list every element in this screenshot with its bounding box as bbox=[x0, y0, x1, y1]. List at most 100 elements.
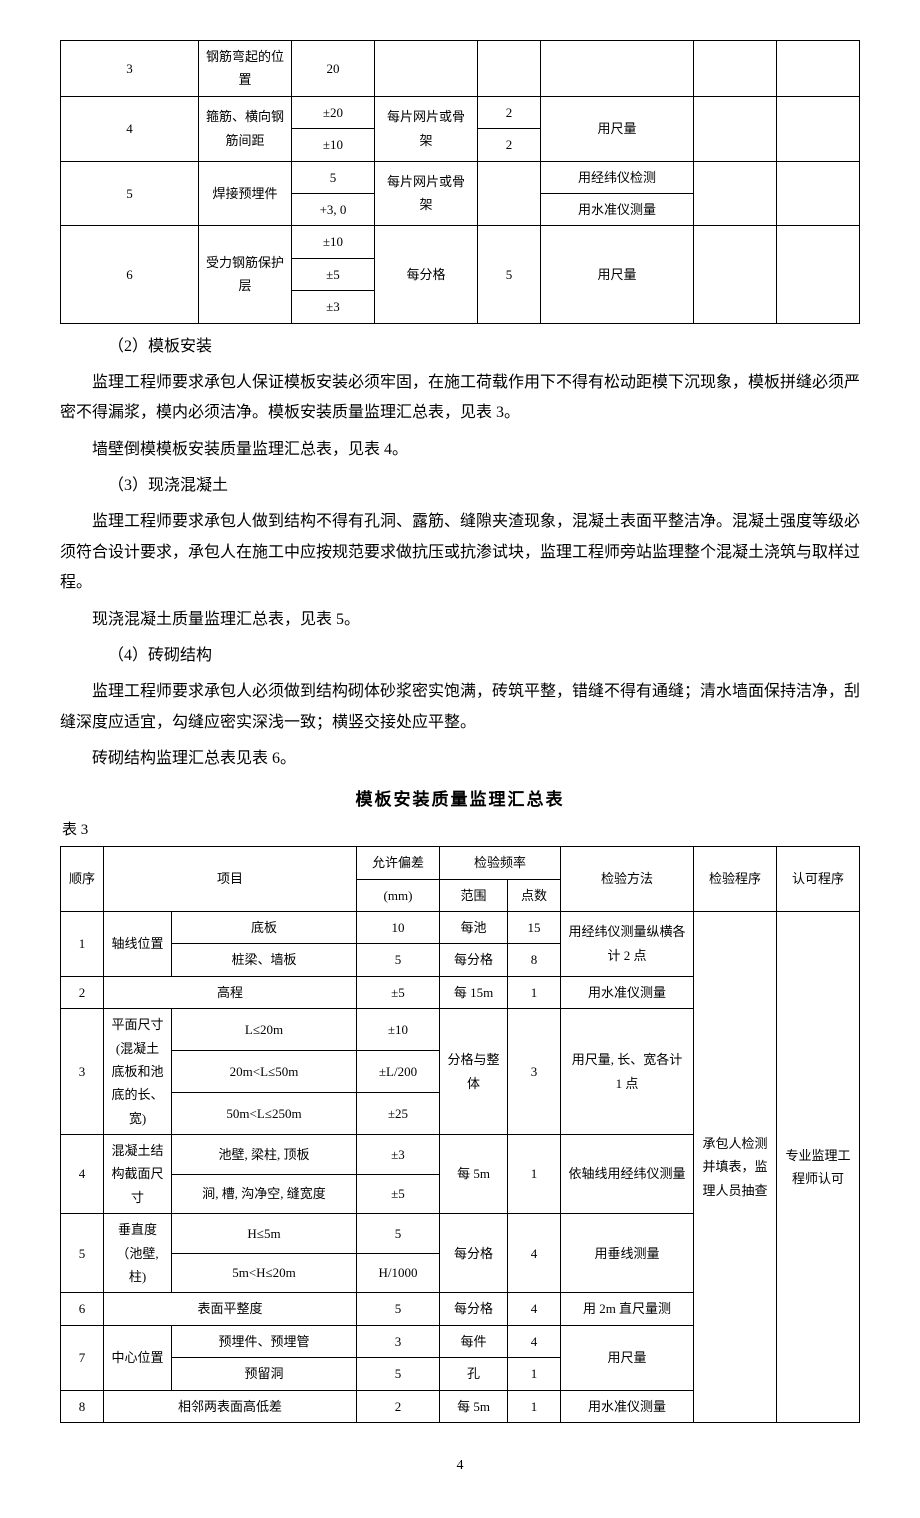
table-title: 模板安装质量监理汇总表 bbox=[60, 785, 860, 816]
item-group: 垂直度（池壁, 柱) bbox=[104, 1214, 172, 1293]
points bbox=[478, 41, 541, 97]
col-proc: 检验程序 bbox=[694, 847, 777, 912]
sub-item: 预留洞 bbox=[172, 1358, 357, 1390]
tolerance: ±25 bbox=[357, 1093, 440, 1135]
sub-item: 20m<L≤50m bbox=[172, 1051, 357, 1093]
tolerance: ±3 bbox=[357, 1135, 440, 1175]
table-row: 6 受力钢筋保护层 ±10 每分格 5 用尺量 bbox=[61, 226, 860, 258]
procedure bbox=[694, 161, 777, 226]
table-number-label: 表 3 bbox=[62, 817, 860, 844]
row-num: 4 bbox=[61, 1135, 104, 1214]
sub-item: 涧, 槽, 沟净空, 缝宽度 bbox=[172, 1174, 357, 1214]
sub-item: 底板 bbox=[172, 911, 357, 943]
method: 用 2m 直尺量测 bbox=[561, 1293, 694, 1325]
tolerance: +3, 0 bbox=[292, 193, 375, 225]
row-num: 6 bbox=[61, 1293, 104, 1325]
approve bbox=[777, 96, 860, 161]
col-freq: 检验频率 bbox=[440, 847, 561, 879]
tolerance: ±10 bbox=[292, 129, 375, 161]
row-num: 3 bbox=[61, 1009, 104, 1135]
points: 5 bbox=[478, 226, 541, 323]
col-seq: 顺序 bbox=[61, 847, 104, 912]
row-num: 4 bbox=[61, 96, 199, 161]
method: 用水准仪测量 bbox=[561, 1390, 694, 1422]
item-group: 中心位置 bbox=[104, 1325, 172, 1390]
method: 用尺量 bbox=[541, 226, 694, 323]
points bbox=[478, 161, 541, 226]
paragraph: 墙壁倒模模板安装质量监理汇总表，见表 4。 bbox=[60, 435, 860, 465]
row-num: 2 bbox=[61, 976, 104, 1008]
method: 用尺量 bbox=[561, 1325, 694, 1390]
row-num: 8 bbox=[61, 1390, 104, 1422]
item-group: 混凝土结构截面尺寸 bbox=[104, 1135, 172, 1214]
table-row: 5 焊接预埋件 5 每片网片或骨架 用经纬仪检测 bbox=[61, 161, 860, 193]
points: 2 bbox=[478, 129, 541, 161]
sub-item: 预埋件、预埋管 bbox=[172, 1325, 357, 1357]
scope: 每 15m bbox=[440, 976, 508, 1008]
row-num: 5 bbox=[61, 1214, 104, 1293]
sub-item: 50m<L≤250m bbox=[172, 1093, 357, 1135]
table-header-row: 顺序 项目 允许偏差 检验频率 检验方法 检验程序 认可程序 bbox=[61, 847, 860, 879]
col-pts: 点数 bbox=[508, 879, 561, 911]
paragraph: 监理工程师要求承包人做到结构不得有孔洞、露筋、缝隙夹渣现象，混凝土表面平整洁净。… bbox=[60, 507, 860, 598]
method: 用经纬仪检测 bbox=[541, 161, 694, 193]
method: 用水准仪测量 bbox=[541, 193, 694, 225]
scope: 每分格 bbox=[375, 226, 478, 323]
item-group: 轴线位置 bbox=[104, 911, 172, 976]
method: 依轴线用经纬仪测量 bbox=[561, 1135, 694, 1214]
item-label: 高程 bbox=[104, 976, 357, 1008]
paragraph: 监理工程师要求承包人必须做到结构砌体砂浆密实饱满，砖筑平整，错缝不得有通缝；清水… bbox=[60, 677, 860, 738]
tolerance: 20 bbox=[292, 41, 375, 97]
table-formwork-inspection: 顺序 项目 允许偏差 检验频率 检验方法 检验程序 认可程序 (mm) 范围 点… bbox=[60, 846, 860, 1423]
table-row: 4 箍筋、横向钢筋间距 ±20 每片网片或骨架 2 用尺量 bbox=[61, 96, 860, 128]
tolerance: 5 bbox=[357, 1293, 440, 1325]
approve bbox=[777, 41, 860, 97]
tolerance: 10 bbox=[357, 911, 440, 943]
tolerance: 3 bbox=[357, 1325, 440, 1357]
paragraph: 砖砌结构监理汇总表见表 6。 bbox=[60, 744, 860, 774]
col-tol: 允许偏差 bbox=[357, 847, 440, 879]
points: 4 bbox=[508, 1214, 561, 1293]
tolerance: ±3 bbox=[292, 291, 375, 323]
tolerance: 5 bbox=[357, 1214, 440, 1254]
scope: 每分格 bbox=[440, 944, 508, 976]
sub-item: 池壁, 梁柱, 顶板 bbox=[172, 1135, 357, 1175]
sub-item: H≤5m bbox=[172, 1214, 357, 1254]
tolerance: ±10 bbox=[292, 226, 375, 258]
item-label: 箍筋、横向钢筋间距 bbox=[199, 96, 292, 161]
row-num: 5 bbox=[61, 161, 199, 226]
points: 4 bbox=[508, 1293, 561, 1325]
scope: 每片网片或骨架 bbox=[375, 161, 478, 226]
tolerance: ±5 bbox=[357, 976, 440, 1008]
table-row: 3 钢筋弯起的位置 20 bbox=[61, 41, 860, 97]
points: 1 bbox=[508, 1358, 561, 1390]
points: 15 bbox=[508, 911, 561, 943]
points: 1 bbox=[508, 976, 561, 1008]
tolerance: 5 bbox=[292, 161, 375, 193]
approve-text: 专业监理工程师认可 bbox=[777, 911, 860, 1422]
item-group: 平面尺寸(混凝土底板和池底的长、宽) bbox=[104, 1009, 172, 1135]
procedure bbox=[694, 96, 777, 161]
scope bbox=[375, 41, 478, 97]
item-label: 钢筋弯起的位置 bbox=[199, 41, 292, 97]
points: 1 bbox=[508, 1390, 561, 1422]
method: 用尺量, 长、宽各计 1 点 bbox=[561, 1009, 694, 1135]
paragraph: 监理工程师要求承包人保证模板安装必须牢固，在施工荷载作用下不得有松动距模下沉现象… bbox=[60, 368, 860, 429]
table-row: 1 轴线位置 底板 10 每池 15 用经纬仪测量纵横各计 2 点 承包人检测并… bbox=[61, 911, 860, 943]
row-num: 3 bbox=[61, 41, 199, 97]
procedure bbox=[694, 226, 777, 323]
col-item: 项目 bbox=[104, 847, 357, 912]
tolerance: 2 bbox=[357, 1390, 440, 1422]
tolerance: ±10 bbox=[357, 1009, 440, 1051]
col-approve: 认可程序 bbox=[777, 847, 860, 912]
col-scope: 范围 bbox=[440, 879, 508, 911]
scope: 每片网片或骨架 bbox=[375, 96, 478, 161]
item-label: 表面平整度 bbox=[104, 1293, 357, 1325]
points: 8 bbox=[508, 944, 561, 976]
item-label: 相邻两表面高低差 bbox=[104, 1390, 357, 1422]
tolerance: H/1000 bbox=[357, 1253, 440, 1293]
procedure bbox=[694, 41, 777, 97]
method: 用水准仪测量 bbox=[561, 976, 694, 1008]
scope: 孔 bbox=[440, 1358, 508, 1390]
tolerance: ±L/200 bbox=[357, 1051, 440, 1093]
